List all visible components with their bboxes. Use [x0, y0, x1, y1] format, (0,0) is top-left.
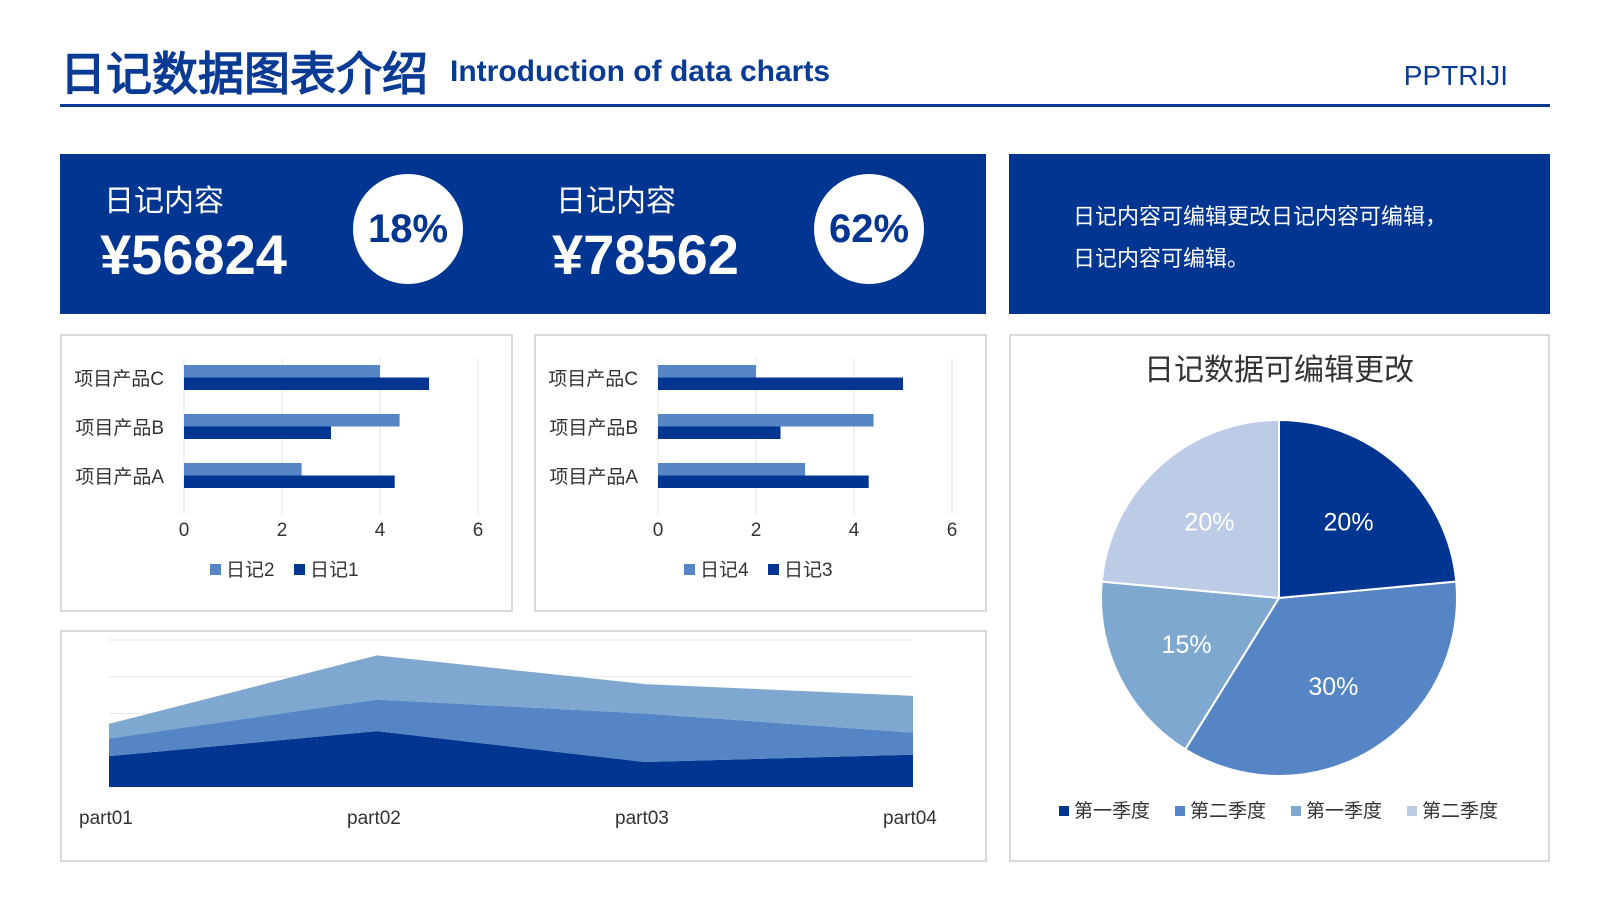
legend-label: 日记4: [700, 559, 749, 581]
bar: [184, 414, 400, 427]
note-text: 日记内容可编辑更改日记内容可编辑， 日记内容可编辑。: [1073, 196, 1513, 280]
pie-slice-label: 20%: [1184, 509, 1234, 537]
legend-swatch: [684, 564, 695, 575]
legend-swatch: [1291, 806, 1301, 816]
pie-slice-label: 20%: [1324, 509, 1374, 537]
category-label: 项目产品A: [549, 466, 638, 488]
x-tick-label: 2: [277, 520, 288, 541]
legend-swatch: [1407, 806, 1417, 816]
kpi-1-percent-badge: 18%: [353, 174, 463, 284]
category-label: 项目产品A: [75, 466, 164, 488]
pie-slice-label: 30%: [1308, 673, 1358, 701]
page-title: 日记数据图表介绍: [60, 48, 428, 100]
bar: [658, 377, 903, 390]
note-line-1: 日记内容可编辑更改日记内容可编辑，: [1073, 204, 1448, 229]
legend-label: 第二季度: [1190, 800, 1266, 822]
category-label: 项目产品B: [75, 417, 164, 439]
area-series: [109, 655, 913, 739]
legend-label: 日记1: [310, 559, 359, 581]
pie-slice: [1183, 580, 1458, 778]
bar: [658, 463, 805, 476]
x-tick-label: 4: [375, 520, 386, 541]
bar: [184, 426, 331, 439]
note-panel: 日记内容可编辑更改日记内容可编辑， 日记内容可编辑。: [1009, 154, 1550, 314]
x-tick-label: 2: [751, 520, 762, 541]
legend-label: 第一季度: [1306, 800, 1382, 822]
bar: [658, 365, 756, 378]
kpi-1-label: 日记内容: [104, 185, 224, 218]
x-tick-label: part01: [79, 808, 133, 829]
bar: [658, 426, 781, 439]
category-label: 项目产品C: [74, 368, 164, 390]
bar: [658, 414, 874, 427]
bar: [184, 475, 395, 488]
legend-label: 日记3: [784, 559, 833, 581]
legend-label: 第一季度: [1074, 800, 1150, 822]
note-line-2: 日记内容可编辑。: [1073, 246, 1250, 271]
legend-swatch: [1175, 806, 1185, 816]
bar-chart-card-2: 0 2 4 6 项目产品A 项目产品B 项目产品C 日记4 日记3: [534, 334, 987, 612]
pie-title: 日记数据可编辑更改: [1144, 354, 1414, 387]
x-tick-label: 6: [473, 520, 484, 541]
bar: [184, 463, 302, 476]
category-label: 项目产品C: [548, 368, 638, 390]
legend-swatch: [1059, 806, 1069, 816]
pie-chart: 日记数据可编辑更改 20% 30% 15% 20% 第一季度 第二季度 第一季度 第二季度: [1059, 354, 1498, 822]
pie-chart-card: 日记数据可编辑更改 20% 30% 15% 20% 第一季度 第二季度 第一季度 第二季度: [1009, 334, 1550, 862]
bar-chart-1: 0 2 4 6 项目产品A 项目产品B 项目产品C 日记2 日记1: [74, 358, 484, 581]
legend-swatch: [294, 564, 305, 575]
x-tick-label: 0: [179, 520, 190, 541]
x-tick-label: 6: [947, 520, 958, 541]
legend-label: 日记2: [226, 559, 275, 581]
area-chart: part01 part02 part03 part04: [79, 639, 937, 829]
pie-slice: [1278, 418, 1458, 600]
bar: [184, 365, 380, 378]
kpi-2-value: ¥78562: [552, 223, 739, 286]
x-tick-label: part02: [347, 808, 401, 829]
x-tick-label: part03: [615, 808, 669, 829]
bar: [184, 377, 429, 390]
area-chart-card: part01 part02 part03 part04: [60, 630, 987, 862]
bar-chart-2: 0 2 4 6 项目产品A 项目产品B 项目产品C 日记4 日记3: [548, 358, 958, 581]
area-series: [109, 699, 913, 763]
pie-slice: [1100, 580, 1281, 751]
header-divider: [60, 104, 1550, 107]
bar-chart-card-1: 0 2 4 6 项目产品A 项目产品B 项目产品C 日记2 日记1: [60, 334, 513, 612]
legend-swatch: [768, 564, 779, 575]
legend-label: 第二季度: [1422, 800, 1498, 822]
brand-label: PPTRIJI: [1403, 60, 1508, 91]
pie-slice-label: 15%: [1162, 631, 1212, 659]
x-tick-label: part04: [883, 808, 937, 829]
pie-slice: [1100, 418, 1280, 600]
category-label: 项目产品B: [549, 417, 638, 439]
x-tick-label: 0: [653, 520, 664, 541]
x-tick-label: 4: [849, 520, 860, 541]
bar: [658, 475, 869, 488]
kpi-2-label: 日记内容: [556, 185, 676, 218]
page-subtitle: Introduction of data charts: [450, 55, 831, 88]
kpi-1-value: ¥56824: [100, 223, 287, 286]
kpi-panel: 日记内容 ¥56824 18% 日记内容 ¥78562 62%: [60, 154, 986, 314]
legend-swatch: [210, 564, 221, 575]
area-series: [109, 731, 913, 787]
kpi-2-percent-badge: 62%: [814, 174, 924, 284]
